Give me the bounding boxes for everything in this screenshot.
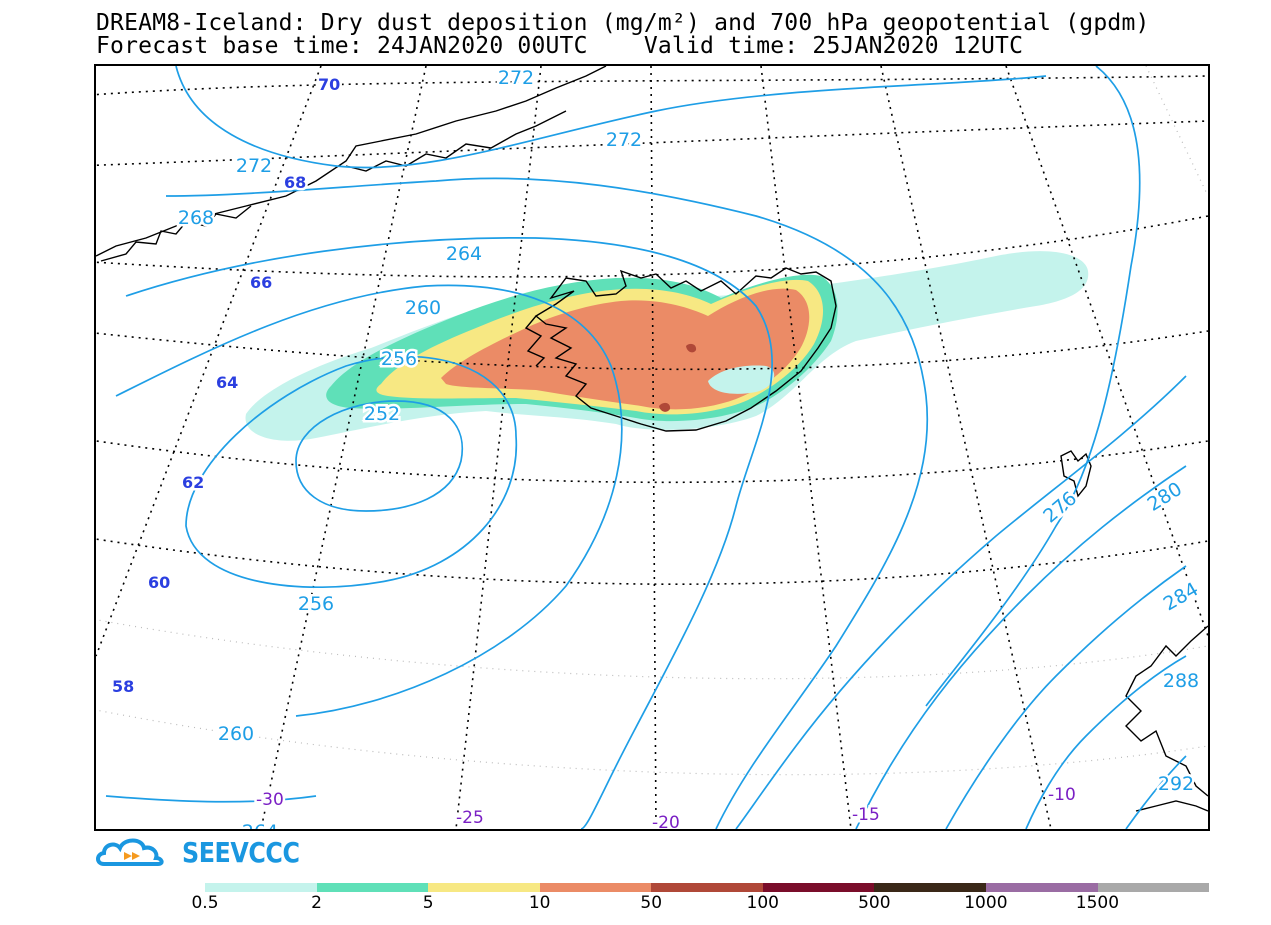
contour-276: [735, 375, 1187, 829]
colorbar-label: 10: [528, 893, 551, 913]
colorbar-label: 5: [422, 893, 434, 913]
faroe-islands: [1060, 450, 1092, 498]
contour-268: [165, 177, 929, 829]
meridian-4: [650, 66, 657, 829]
colorbar-label: 1000: [964, 893, 1008, 913]
longitude-label: -10: [1048, 785, 1076, 805]
colorbar-swatch: [428, 883, 540, 892]
contour-260: [115, 284, 623, 717]
map-subtitle: Forecast base time: 24JAN2020 00UTC Vali…: [96, 33, 1024, 59]
meridian-1: [96, 66, 322, 657]
colorbar-swatch: [1097, 883, 1210, 892]
longitude-label: -20: [652, 813, 680, 829]
coastline: [96, 66, 1208, 812]
contour-280: [855, 465, 1187, 829]
greenland-coast: [96, 66, 607, 257]
geopotential-label: 284: [1160, 578, 1202, 615]
geopotential-label: 280: [1144, 478, 1186, 516]
latitude-label: 64: [216, 373, 238, 392]
seevccc-logo: SEEVCCC: [94, 834, 320, 870]
geopotential-label: 264: [446, 243, 482, 265]
colorbar-swatch: [316, 883, 429, 892]
colorbar-swatch: [205, 883, 317, 892]
latitude-label: 62: [182, 473, 204, 492]
parallel-70: [96, 75, 1208, 96]
contour-256: [185, 355, 518, 589]
longitude-label: -30: [256, 790, 284, 810]
colorbar-swatch: [651, 883, 763, 892]
dust-level-50: [659, 343, 697, 412]
forecast-map: 2722722722682642602562522562602642762802…: [94, 64, 1210, 831]
geopotential-label: 252: [364, 403, 400, 425]
norway-coast: [1125, 625, 1208, 797]
colorbar-label: 100: [746, 893, 779, 913]
parallel-62: [96, 440, 1208, 484]
contour-272-b: [925, 66, 1141, 707]
colorbar-label: 500: [858, 893, 891, 913]
geopotential-label: 264: [242, 821, 278, 829]
contour-272-a: [175, 66, 1047, 169]
longitude-labels: -30 -25 -20 -15 -10: [254, 783, 1079, 830]
graticule-outer: [96, 66, 1208, 776]
geopotential-label: 288: [1163, 670, 1199, 692]
colorbar-label: 2: [311, 893, 322, 913]
contour-252: [295, 400, 464, 512]
latitude-label: 60: [148, 573, 170, 592]
parallel-66: [96, 215, 1208, 278]
geopotential-label: 272: [498, 67, 534, 89]
colorbar-label: 50: [640, 893, 663, 913]
meridian-6: [880, 66, 1052, 829]
contour-292: [1125, 755, 1187, 829]
colorbar-label: 1500: [1075, 893, 1120, 913]
contour-264-b: [105, 795, 317, 803]
colorbar: [205, 883, 1210, 892]
meridian-7: [1005, 66, 1208, 637]
colorbar-swatch: [985, 883, 1098, 892]
geopotential-label: 260: [405, 297, 441, 319]
map-canvas: 2722722722682642602562522562602642762802…: [96, 66, 1208, 829]
geopotential-label: 292: [1158, 773, 1194, 795]
graticule: [96, 66, 1208, 829]
meridian-3: [455, 66, 542, 829]
geopotential-label: 256: [298, 593, 334, 615]
colorbar-label: 0.5: [191, 893, 219, 913]
colorbar-swatch: [874, 883, 986, 892]
geopotential-label: 272: [606, 129, 642, 151]
contour-284: [945, 565, 1187, 829]
contour-264-a: [125, 237, 773, 829]
geopotential-label: 268: [178, 207, 214, 229]
longitude-label: -25: [456, 808, 484, 828]
latitude-label: 68: [284, 173, 306, 192]
logo-text: SEEVCCC: [182, 835, 300, 869]
latitude-labels: 70 68 66 64 62 60 58: [110, 73, 343, 699]
geopotential-label: 256: [381, 348, 417, 370]
cloud-logo-icon: [96, 838, 164, 866]
longitude-label: -15: [852, 805, 880, 825]
geopotential-contours: [105, 66, 1187, 829]
geopotential-labels: 2722722722682642602562522562602642762802…: [175, 66, 1204, 829]
latitude-label: 66: [250, 273, 272, 292]
meridian-5: [760, 66, 852, 829]
map-title: DREAM8-Iceland: Dry dust deposition (mg/…: [96, 10, 1150, 36]
contour-288: [1025, 655, 1187, 829]
iceland-coast: [534, 267, 837, 432]
latitude-label: 58: [112, 677, 134, 696]
geopotential-label: 260: [218, 723, 254, 745]
dust-clear-area: [708, 365, 775, 394]
colorbar-swatch: [539, 883, 652, 892]
latitude-label: 70: [318, 75, 340, 94]
colorbar-swatch: [762, 883, 875, 892]
parallel-60: [96, 538, 1208, 585]
geopotential-label: 272: [236, 155, 272, 177]
